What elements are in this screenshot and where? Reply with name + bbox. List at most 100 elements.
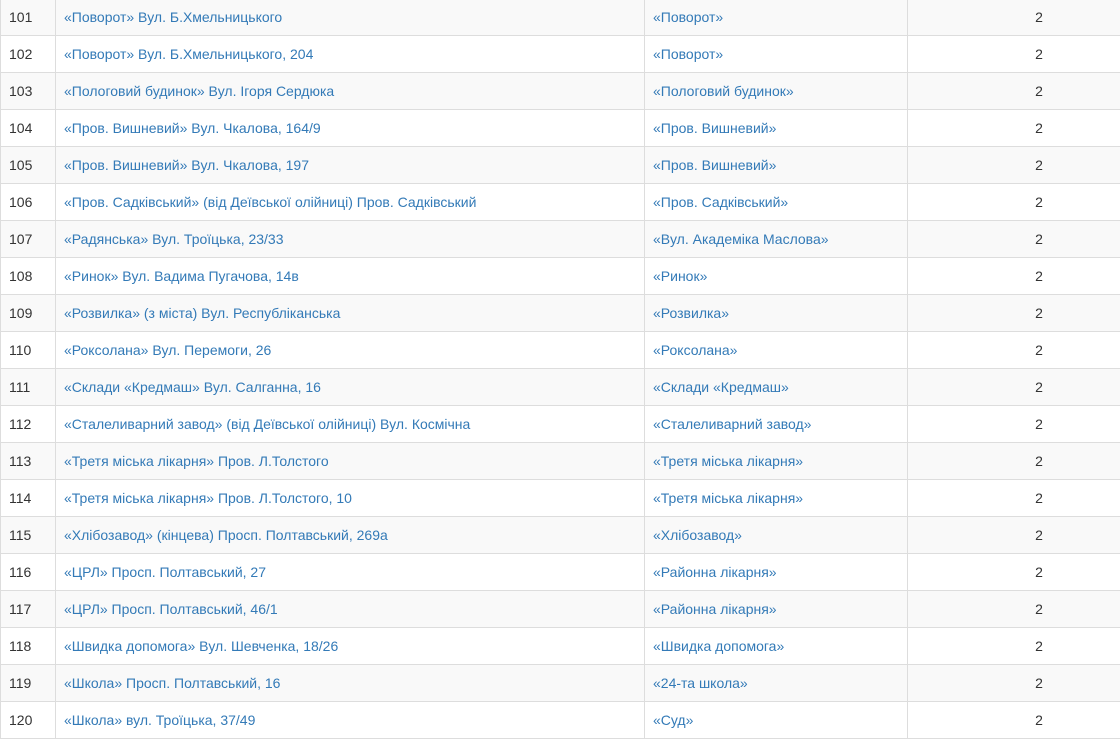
- stop-name-link[interactable]: «Третя міська лікарня» Пров. Л.Толстого,…: [64, 490, 352, 506]
- stop-alias-link[interactable]: «Пров. Садківський»: [653, 194, 789, 210]
- stop-name-link[interactable]: «Поворот» Вул. Б.Хмельницького: [64, 9, 283, 25]
- stop-alias-cell: «24-та школа»: [644, 664, 908, 702]
- table-row: 105 «Пров. Вишневий» Вул. Чкалова, 197 «Пр…: [0, 146, 1120, 184]
- route-count: 2: [907, 72, 1120, 110]
- stop-alias-cell: «Поворот»: [644, 0, 908, 36]
- stop-name-link[interactable]: «Роксолана» Вул. Перемоги, 26: [64, 342, 272, 358]
- stop-name-link[interactable]: «Ринок» Вул. Вадима Пугачова, 14в: [64, 268, 299, 284]
- stop-alias-cell: «Пров. Вишневий»: [644, 146, 908, 184]
- stop-cell: «Радянська» Вул. Троїцька, 23/33: [55, 220, 645, 258]
- stop-name-link[interactable]: «ЦРЛ» Просп. Полтавський, 27: [64, 564, 266, 580]
- stop-name-link[interactable]: «Склади «Кредмаш» Вул. Салганна, 16: [64, 379, 321, 395]
- stop-alias-link[interactable]: «Ринок»: [653, 268, 708, 284]
- row-number: 109: [0, 294, 56, 332]
- stop-alias-cell: «Розвилка»: [644, 294, 908, 332]
- stop-name-link[interactable]: «Сталеливарний завод» (від Деївської олі…: [64, 416, 471, 432]
- stop-name-link[interactable]: «Пологовий будинок» Вул. Ігоря Сердюка: [64, 83, 335, 99]
- stop-cell: «Склади «Кредмаш» Вул. Салганна, 16: [55, 368, 645, 406]
- row-number: 119: [0, 664, 56, 702]
- stop-cell: «Розвилка» (з міста) Вул. Республіканськ…: [55, 294, 645, 332]
- stop-cell: «Пологовий будинок» Вул. Ігоря Сердюка: [55, 72, 645, 110]
- stop-alias-link[interactable]: «Поворот»: [653, 9, 724, 25]
- stop-cell: «Поворот» Вул. Б.Хмельницького: [55, 0, 645, 36]
- route-count: 2: [907, 442, 1120, 480]
- stop-cell: «Третя міська лікарня» Пров. Л.Толстого: [55, 442, 645, 480]
- stop-name-link[interactable]: «Школа» Просп. Полтавський, 16: [64, 675, 281, 691]
- row-number: 107: [0, 220, 56, 258]
- stop-alias-cell: «Склади «Кредмаш»: [644, 368, 908, 406]
- stop-cell: «Третя міська лікарня» Пров. Л.Толстого,…: [55, 479, 645, 517]
- route-count: 2: [907, 183, 1120, 221]
- table-row: 110 «Роксолана» Вул. Перемоги, 26 «Роксола…: [0, 331, 1120, 369]
- stop-alias-cell: «Роксолана»: [644, 331, 908, 369]
- table-row: 101 «Поворот» Вул. Б.Хмельницького «Поворо…: [0, 0, 1120, 36]
- row-number: 113: [0, 442, 56, 480]
- stop-alias-link[interactable]: «Хлібозавод»: [653, 527, 742, 543]
- stop-cell: «Швидка допомога» Вул. Шевченка, 18/26: [55, 627, 645, 665]
- route-count: 2: [907, 553, 1120, 591]
- table-row: 115 «Хлібозавод» (кінцева) Просп. Полтавс…: [0, 516, 1120, 554]
- stop-alias-link[interactable]: «24-та школа»: [653, 675, 748, 691]
- stop-cell: «Пров. Вишневий» Вул. Чкалова, 164/9: [55, 109, 645, 147]
- stop-name-link[interactable]: «Пров. Садківський» (від Деївської олійн…: [64, 194, 477, 210]
- stop-name-link[interactable]: «Третя міська лікарня» Пров. Л.Толстого: [64, 453, 329, 469]
- stop-alias-link[interactable]: «Склади «Кредмаш»: [653, 379, 789, 395]
- table-row: 114 «Третя міська лікарня» Пров. Л.Толсто…: [0, 479, 1120, 517]
- row-number: 110: [0, 331, 56, 369]
- stop-alias-link[interactable]: «Розвилка»: [653, 305, 729, 321]
- stop-cell: «Школа» вул. Троїцька, 37/49: [55, 701, 645, 739]
- stop-cell: «Поворот» Вул. Б.Хмельницького, 204: [55, 35, 645, 73]
- table-row: 106 «Пров. Садківський» (від Деївської ол…: [0, 183, 1120, 221]
- row-number: 120: [0, 701, 56, 739]
- stop-name-link[interactable]: «Хлібозавод» (кінцева) Просп. Полтавськи…: [64, 527, 388, 543]
- route-count: 2: [907, 0, 1120, 36]
- stop-alias-cell: «Районна лікарня»: [644, 553, 908, 591]
- stop-name-link[interactable]: «Школа» вул. Троїцька, 37/49: [64, 712, 256, 728]
- stop-alias-link[interactable]: «Сталеливарний завод»: [653, 416, 812, 432]
- route-count: 2: [907, 516, 1120, 554]
- stop-alias-cell: «Вул. Академіка Маслова»: [644, 220, 908, 258]
- stop-alias-cell: «Ринок»: [644, 257, 908, 295]
- stop-cell: «Хлібозавод» (кінцева) Просп. Полтавськи…: [55, 516, 645, 554]
- stop-alias-link[interactable]: «Районна лікарня»: [653, 564, 777, 580]
- stop-cell: «Роксолана» Вул. Перемоги, 26: [55, 331, 645, 369]
- stop-name-link[interactable]: «Пров. Вишневий» Вул. Чкалова, 197: [64, 157, 309, 173]
- stop-alias-link[interactable]: «Суд»: [653, 712, 694, 728]
- route-count: 2: [907, 35, 1120, 73]
- stop-name-link[interactable]: «Радянська» Вул. Троїцька, 23/33: [64, 231, 284, 247]
- stop-alias-cell: «Пологовий будинок»: [644, 72, 908, 110]
- route-count: 2: [907, 664, 1120, 702]
- row-number: 104: [0, 109, 56, 147]
- stop-alias-link[interactable]: «Третя міська лікарня»: [653, 453, 804, 469]
- stop-alias-link[interactable]: «Поворот»: [653, 46, 724, 62]
- row-number: 102: [0, 35, 56, 73]
- stop-alias-link[interactable]: «Пров. Вишневий»: [653, 120, 777, 136]
- stop-alias-link[interactable]: «Пологовий будинок»: [653, 83, 794, 99]
- stop-alias-link[interactable]: «Роксолана»: [653, 342, 738, 358]
- stop-alias-link[interactable]: «Районна лікарня»: [653, 601, 777, 617]
- stop-name-link[interactable]: «Швидка допомога» Вул. Шевченка, 18/26: [64, 638, 339, 654]
- stop-alias-link[interactable]: «Пров. Вишневий»: [653, 157, 777, 173]
- table-row: 112 «Сталеливарний завод» (від Деївської …: [0, 405, 1120, 443]
- table-row: 111 «Склади «Кредмаш» Вул. Салганна, 16 «С…: [0, 368, 1120, 406]
- route-count: 2: [907, 405, 1120, 443]
- stop-name-link[interactable]: «Розвилка» (з міста) Вул. Республіканськ…: [64, 305, 341, 321]
- row-number: 116: [0, 553, 56, 591]
- stop-alias-link[interactable]: «Третя міська лікарня»: [653, 490, 804, 506]
- stop-name-link[interactable]: «Поворот» Вул. Б.Хмельницького, 204: [64, 46, 314, 62]
- stop-cell: «Школа» Просп. Полтавський, 16: [55, 664, 645, 702]
- stop-alias-link[interactable]: «Вул. Академіка Маслова»: [653, 231, 829, 247]
- table-row: 119 «Школа» Просп. Полтавський, 16 «24-та …: [0, 664, 1120, 702]
- route-count: 2: [907, 331, 1120, 369]
- stop-alias-cell: «Пров. Садківський»: [644, 183, 908, 221]
- stop-alias-link[interactable]: «Швидка допомога»: [653, 638, 785, 654]
- table-row: 120 «Школа» вул. Троїцька, 37/49 «Суд» 2: [0, 701, 1120, 739]
- stop-name-link[interactable]: «Пров. Вишневий» Вул. Чкалова, 164/9: [64, 120, 321, 136]
- stop-alias-cell: «Сталеливарний завод»: [644, 405, 908, 443]
- table-row: 113 «Третя міська лікарня» Пров. Л.Толсто…: [0, 442, 1120, 480]
- stop-alias-cell: «Третя міська лікарня»: [644, 479, 908, 517]
- stop-name-link[interactable]: «ЦРЛ» Просп. Полтавський, 46/1: [64, 601, 278, 617]
- route-count: 2: [907, 701, 1120, 739]
